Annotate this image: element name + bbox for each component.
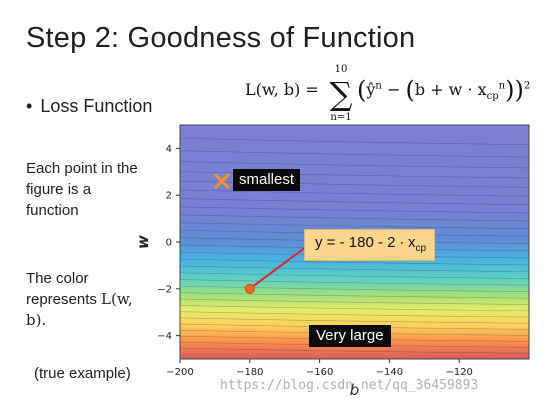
example-point-marker bbox=[244, 283, 255, 294]
y-axis-ticks: −4 −2 0 2 4 bbox=[157, 144, 180, 342]
y-axis-label: w bbox=[134, 235, 152, 249]
x-tick-label: −160 bbox=[306, 367, 333, 378]
formula-sub-cp: cp bbox=[486, 91, 499, 103]
example-equation-sub: cp bbox=[415, 243, 427, 254]
contour-line bbox=[179, 258, 530, 266]
x-tick-label: −180 bbox=[236, 367, 263, 378]
formula-rhs: (ŷn − (b + w · xcpn))2 bbox=[357, 76, 531, 104]
y-tick-label: 4 bbox=[166, 144, 172, 155]
side-text-color: The color represents L(w, b). bbox=[26, 268, 146, 331]
formula-b-plus-w: b + w · x bbox=[414, 80, 487, 99]
very-large-label: Very large bbox=[309, 325, 391, 347]
contour-line bbox=[179, 265, 530, 273]
example-equation-prefix: y = - 180 - 2 ∙ x bbox=[315, 234, 416, 251]
example-arrow-line bbox=[249, 241, 314, 290]
formula-sup-n2: n bbox=[498, 80, 506, 92]
x-tick-label: −200 bbox=[166, 367, 193, 378]
formula-square: 2 bbox=[523, 80, 531, 92]
formula-minus: − bbox=[386, 80, 401, 99]
contour-line bbox=[179, 150, 530, 158]
contour-line bbox=[179, 222, 530, 229]
y-tick-label: −4 bbox=[157, 331, 172, 342]
x-tick-label: −120 bbox=[445, 367, 472, 378]
contour-line bbox=[179, 180, 530, 188]
example-equation-label: y = - 180 - 2 ∙ xcp bbox=[304, 229, 436, 261]
formula-hat-y: ŷ bbox=[366, 80, 376, 99]
formula-lhs: L(w, b) = bbox=[245, 80, 319, 99]
contour-line bbox=[179, 298, 530, 305]
bullet-dot-icon: • bbox=[26, 96, 33, 116]
bullet-loss-function: • Loss Function bbox=[26, 96, 152, 117]
contour-line bbox=[179, 317, 530, 324]
contour-line bbox=[179, 214, 530, 222]
contour-line bbox=[179, 305, 530, 312]
contour-line bbox=[179, 311, 530, 318]
x-tick-label: −140 bbox=[376, 367, 403, 378]
sum-lower-limit: n=1 bbox=[330, 112, 352, 123]
contour-line bbox=[179, 198, 530, 206]
contour-line bbox=[179, 272, 530, 279]
contour-line bbox=[179, 171, 530, 179]
x-axis-ticks: −200 −180 −160 −140 −120 bbox=[166, 359, 473, 378]
smallest-label: smallest bbox=[233, 169, 301, 191]
contour-line bbox=[179, 285, 530, 292]
loss-formula: L(w, b) = 10 ∑ n=1 (ŷn − (b + w · xcpn))… bbox=[245, 58, 550, 124]
contour-line bbox=[179, 189, 530, 197]
sum-upper-limit: 10 bbox=[334, 64, 348, 75]
slide-title: Step 2: Goodness of Function bbox=[26, 22, 416, 54]
y-tick-label: 2 bbox=[166, 191, 172, 202]
minimum-x-marker bbox=[214, 173, 230, 189]
minimum-x-stroke bbox=[214, 173, 230, 189]
side-text-color-prefix: The color represents bbox=[26, 270, 97, 308]
side-text-color-math: L(w, b). bbox=[26, 290, 133, 329]
watermark: https://blog.csdn.net/qq_36459893 bbox=[220, 378, 479, 393]
side-text-true-example: (true example) bbox=[34, 365, 131, 382]
y-tick-label: −2 bbox=[157, 284, 172, 295]
contour-line bbox=[179, 279, 530, 286]
contour-line bbox=[179, 206, 530, 214]
y-tick-label: 0 bbox=[166, 238, 172, 249]
contour-line bbox=[179, 292, 530, 299]
summation: 10 ∑ n=1 bbox=[329, 64, 353, 124]
sum-symbol: ∑ bbox=[329, 75, 353, 113]
side-text-point: Each point in the figure is a function bbox=[26, 160, 138, 219]
contour-line bbox=[179, 137, 530, 146]
contour-line bbox=[179, 161, 530, 169]
contour-line bbox=[179, 347, 530, 354]
bullet-label: Loss Function bbox=[40, 96, 153, 116]
formula-sup-n: n bbox=[375, 80, 382, 92]
x-axis-label: b bbox=[350, 381, 360, 399]
